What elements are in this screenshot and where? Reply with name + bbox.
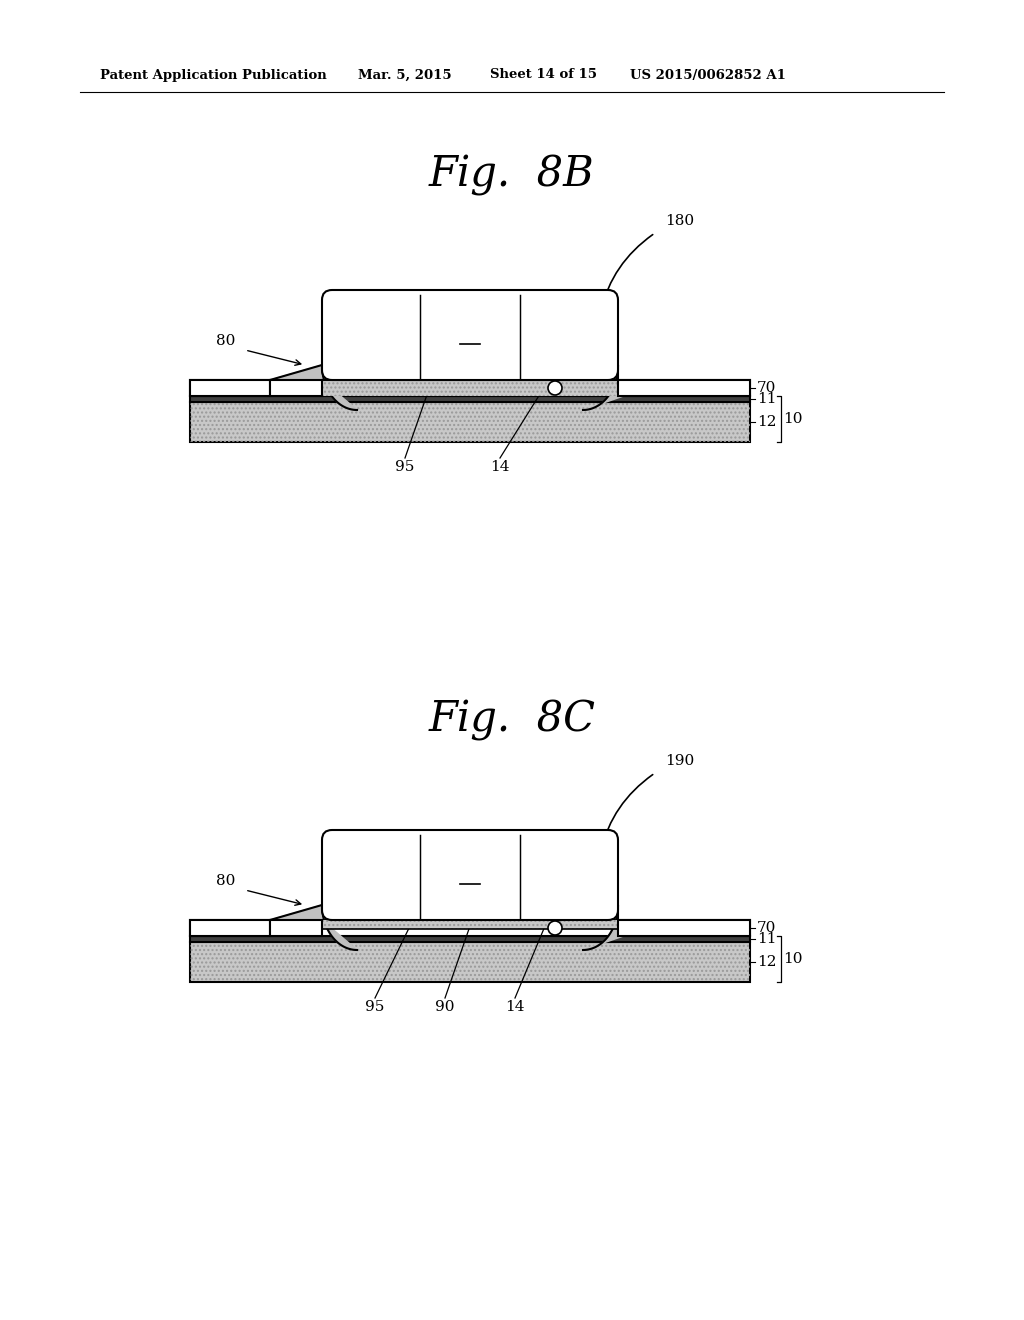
Bar: [270, 920, 322, 936]
Circle shape: [548, 381, 562, 395]
Text: 14: 14: [505, 1001, 524, 1014]
Bar: [190, 920, 750, 936]
Bar: [190, 403, 750, 442]
Text: 10: 10: [783, 952, 803, 966]
Bar: [190, 920, 270, 936]
Polygon shape: [583, 906, 670, 950]
Bar: [190, 403, 750, 442]
Text: Fig.  8B: Fig. 8B: [429, 154, 595, 195]
Text: 52: 52: [373, 865, 392, 878]
Bar: [270, 380, 322, 396]
FancyBboxPatch shape: [322, 290, 618, 380]
Circle shape: [548, 921, 562, 935]
Text: 50: 50: [461, 865, 479, 878]
Text: 90: 90: [435, 1001, 455, 1014]
Text: 50: 50: [461, 323, 479, 338]
Text: 52: 52: [530, 865, 549, 878]
Bar: [190, 936, 750, 942]
Bar: [190, 942, 750, 982]
FancyBboxPatch shape: [322, 830, 618, 920]
Bar: [322, 920, 618, 929]
Text: 80: 80: [216, 334, 234, 348]
Bar: [322, 380, 618, 396]
Bar: [322, 920, 618, 929]
Text: 52: 52: [530, 323, 549, 338]
Bar: [190, 380, 750, 396]
Text: 12: 12: [757, 954, 776, 969]
Text: Mar. 5, 2015: Mar. 5, 2015: [358, 69, 452, 82]
Polygon shape: [270, 906, 357, 950]
Text: 180: 180: [665, 214, 694, 228]
Bar: [190, 380, 270, 396]
Text: Patent Application Publication: Patent Application Publication: [100, 69, 327, 82]
Text: 70: 70: [757, 921, 776, 935]
Text: 95: 95: [366, 1001, 385, 1014]
Bar: [190, 942, 750, 982]
Bar: [618, 380, 750, 396]
Bar: [322, 380, 618, 396]
Text: 80: 80: [216, 874, 234, 888]
Text: 52: 52: [373, 323, 392, 338]
Text: 11: 11: [757, 392, 776, 407]
Text: 10: 10: [783, 412, 803, 426]
Text: US 2015/0062852 A1: US 2015/0062852 A1: [630, 69, 785, 82]
Polygon shape: [583, 366, 670, 411]
Text: 12: 12: [757, 414, 776, 429]
Text: 14: 14: [490, 459, 510, 474]
Text: 95: 95: [395, 459, 415, 474]
Bar: [190, 396, 750, 403]
Text: 190: 190: [665, 754, 694, 768]
Text: Sheet 14 of 15: Sheet 14 of 15: [490, 69, 597, 82]
Text: Fig.  8C: Fig. 8C: [428, 700, 596, 741]
Text: 70: 70: [757, 381, 776, 395]
Polygon shape: [270, 366, 357, 411]
Bar: [618, 920, 750, 936]
Text: 11: 11: [757, 932, 776, 946]
